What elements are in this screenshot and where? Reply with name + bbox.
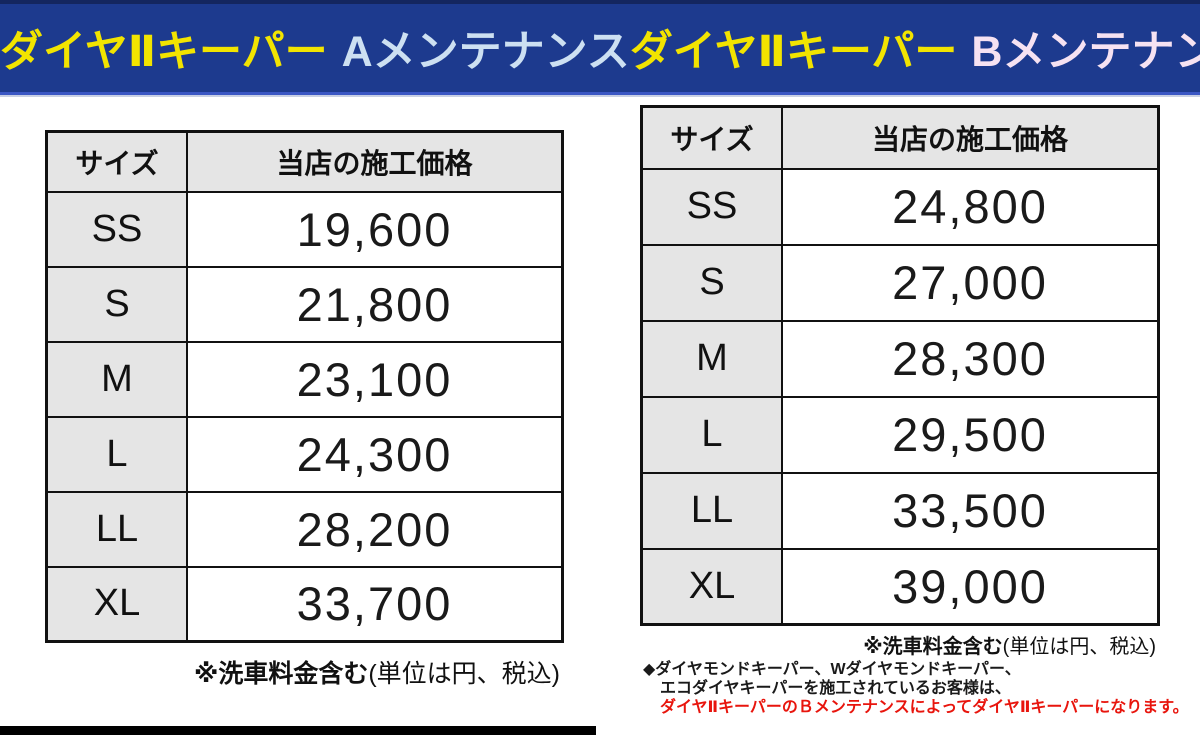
table-row: SS 24,800 (640, 167, 1160, 246)
size-label: M (640, 319, 783, 398)
size-label: LL (640, 471, 783, 550)
footnote-table-b: ※洗車料金含む(単位は円、税込) (863, 630, 1156, 659)
price-value: 33,700 (186, 565, 564, 643)
footnote-normal-text: (単位は円、税込) (1002, 636, 1156, 658)
footnote-bold-text: ※洗車料金含む (194, 660, 369, 688)
price-value: 28,300 (781, 319, 1160, 398)
size-label: L (640, 395, 783, 474)
size-label: SS (640, 167, 783, 246)
table-row: XL 39,000 (640, 547, 1160, 626)
table-row: SS 19,600 (45, 190, 564, 268)
size-label: SS (45, 190, 188, 268)
brand-name-a: ダイヤⅡキーパー (0, 28, 328, 76)
footnote-normal-text: (単位は円、税込) (368, 660, 560, 688)
table-row: LL 28,200 (45, 490, 564, 568)
price-value: 21,800 (186, 265, 564, 343)
cropped-bottom-rule (0, 726, 596, 735)
footnote-table-a: ※洗車料金含む(単位は円、税込) (194, 654, 560, 690)
size-label: M (45, 340, 188, 418)
brand-name-b: ダイヤⅡキーパー (629, 28, 958, 76)
price-table-a-maintenance: サイズ 当店の施工価格 SS 19,600 S 21,800 M 23,100 … (45, 130, 564, 643)
price-value: 39,000 (781, 547, 1160, 626)
size-label: S (640, 243, 783, 322)
note-line-3: ダイヤⅡキーパーのＢメンテナンスによってダイヤⅡキーパーになります。 (660, 699, 1189, 716)
size-label: L (45, 415, 188, 493)
size-label: LL (45, 490, 188, 568)
note-line-2: エコダイヤキーパーを施工されているお客様は、 (660, 680, 1011, 697)
column-header-size: サイズ (640, 105, 783, 170)
table-row: M 23,100 (45, 340, 564, 418)
title-a-maintenance: ダイヤⅡキーパー Aメンテナンス (0, 4, 630, 92)
column-header-price: 当店の施工価格 (186, 130, 564, 193)
price-value: 28,200 (186, 490, 564, 568)
column-header-price: 当店の施工価格 (781, 105, 1160, 170)
table-row: L 29,500 (640, 395, 1160, 474)
price-value: 19,600 (186, 190, 564, 268)
table-header-row: サイズ 当店の施工価格 (45, 130, 564, 193)
price-value: 24,800 (781, 167, 1160, 246)
footnote-bold-text: ※洗車料金含む (863, 636, 1003, 658)
title-b-maintenance: ダイヤⅡキーパー Bメンテナンス (630, 4, 1200, 92)
price-value: 29,500 (781, 395, 1160, 474)
table-header-row: サイズ 当店の施工価格 (640, 105, 1160, 170)
table-row: L 24,300 (45, 415, 564, 493)
price-value: 24,300 (186, 415, 564, 493)
size-label: XL (45, 565, 188, 643)
maintenance-label-b: Bメンテナンス (971, 28, 1200, 76)
price-value: 33,500 (781, 471, 1160, 550)
table-row: S 21,800 (45, 265, 564, 343)
price-value: 23,100 (186, 340, 564, 418)
size-label: XL (640, 547, 783, 626)
table-row: S 27,000 (640, 243, 1160, 322)
table-row: XL 33,700 (45, 565, 564, 643)
table-row: M 28,300 (640, 319, 1160, 398)
column-header-size: サイズ (45, 130, 188, 193)
size-label: S (45, 265, 188, 343)
title-banner: ダイヤⅡキーパー Aメンテナンス ダイヤⅡキーパー Bメンテナンス (0, 0, 1200, 92)
price-table-b-maintenance: サイズ 当店の施工価格 SS 24,800 S 27,000 M 28,300 … (640, 105, 1160, 626)
table-row: LL 33,500 (640, 471, 1160, 550)
maintenance-label-a: Aメンテナンス (341, 28, 630, 76)
eligibility-note: ◆ダイヤモンドキーパー、Wダイヤモンドキーパー、 エコダイヤキーパーを施工されて… (643, 660, 1189, 717)
price-value: 27,000 (781, 243, 1160, 322)
note-line-1: ◆ダイヤモンドキーパー、Wダイヤモンドキーパー、 (643, 661, 1021, 678)
